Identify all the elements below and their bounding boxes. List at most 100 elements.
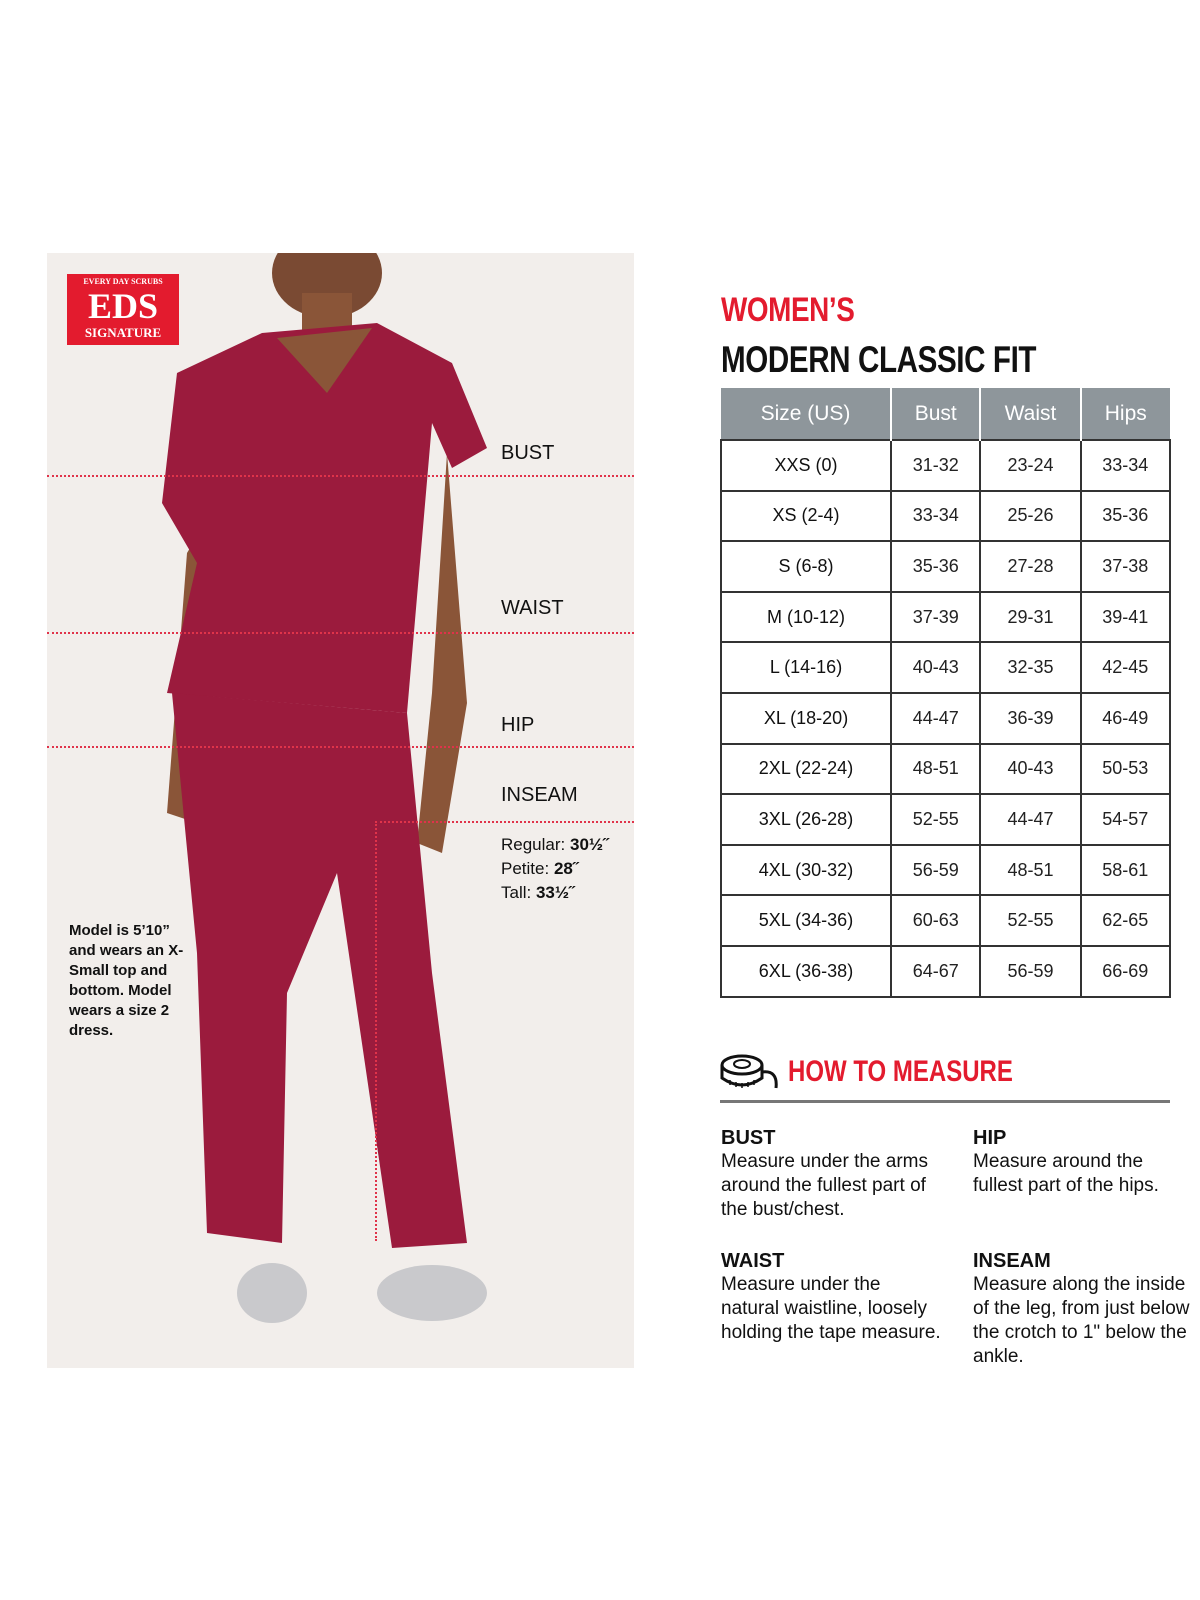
size-cell: L (14-16) [720,641,892,694]
measurement-cell: 27-28 [979,540,1082,593]
inseam-line [375,821,634,823]
measurement-cell: 52-55 [979,894,1082,947]
inseam-petite: Petite: 28˝ [501,857,609,881]
logo-signature: SIGNATURE [84,325,162,340]
measurement-cell: 54-57 [1079,793,1172,846]
size-cell: XXS (0) [720,439,892,492]
inseam-regular-value: 30½˝ [570,835,609,854]
inseam-tall-label: Tall: [501,883,532,902]
logo-wordmark: EDS [87,286,159,326]
inseam-tall-value: 33½˝ [535,883,575,902]
measurement-cell: 48-51 [979,843,1082,897]
measurement-cell: 40-43 [979,742,1082,796]
table-row: 6XL (36-38) 64-67 56-59 66-69 [720,944,1172,998]
measurement-cell: 37-39 [889,590,982,644]
divider [720,1100,1170,1103]
measurement-cell: 56-59 [979,944,1082,998]
inseam-vertical-line [375,821,377,1241]
measurement-cell: 52-55 [889,793,982,846]
measurement-cell: 44-47 [889,691,982,745]
measurement-cell: 37-38 [1079,540,1172,593]
measurement-cell: 48-51 [889,742,982,796]
column-header: Bust [889,388,981,440]
measurement-cell: 40-43 [889,641,982,694]
table-row: S (6-8) 35-36 27-28 37-38 [720,540,1172,593]
column-header: Waist [979,388,1081,440]
table-row: XXS (0) 31-32 23-24 33-34 [720,439,1172,492]
measurement-cell: 66-69 [1079,944,1172,998]
bust-line [47,475,634,477]
eds-signature-logo: EVERY DAY SCRUBS EDS SIGNATURE [67,274,179,345]
measure-waist-text: Measure under the natural waistline, loo… [721,1274,941,1343]
measuring-tape-icon [720,1054,778,1089]
measurement-cell: 64-67 [889,944,982,998]
waist-label: WAIST [501,597,564,619]
size-cell: M (10-12) [720,590,892,644]
table-row: L (14-16) 40-43 32-35 42-45 [720,641,1172,694]
measurement-cell: 33-34 [889,489,982,543]
table-row: XS (2-4) 33-34 25-26 35-36 [720,489,1172,543]
inseam-regular-label: Regular: [501,835,566,854]
inseam-petite-value: 28˝ [553,859,579,878]
column-header: Hips [1079,388,1170,440]
size-cell: 2XL (22-24) [720,742,892,796]
waist-line [47,632,634,634]
size-chart-table: Size (US) Bust Waist Hips XXS (0) 31-32 23-24… [720,388,1172,998]
measurement-cell: 36-39 [979,691,1082,745]
measurement-cell: 35-36 [889,540,982,593]
measurement-cell: 23-24 [979,439,1082,492]
size-cell: 6XL (36-38) [720,944,892,998]
measurement-cell: 62-65 [1079,894,1172,947]
header-row: Size (US) Bust Waist Hips [721,388,1170,440]
measure-hip-text: Measure around the fullest part of the h… [973,1151,1159,1196]
size-cell: 4XL (30-32) [720,843,892,897]
hip-label: HIP [501,714,535,736]
how-to-measure-title: HOW TO MEASURE [788,1055,1013,1088]
bust-label: BUST [501,442,555,464]
measurement-cell: 56-59 [889,843,982,897]
inseam-tall: Tall: 33½˝ [501,881,609,905]
measurement-cell: 44-47 [979,793,1082,846]
hip-line [47,746,634,748]
inseam-petite-label: Petite: [501,859,550,878]
table-row: 3XL (26-28) 52-55 44-47 54-57 [720,793,1172,846]
size-cell: S (6-8) [720,540,892,593]
table-row: M (10-12) 37-39 29-31 39-41 [720,590,1172,644]
measurement-cell: 46-49 [1079,691,1172,745]
measurement-cell: 32-35 [979,641,1082,694]
measurement-cell: 42-45 [1079,641,1172,694]
measurement-cell: 33-34 [1079,439,1172,492]
measurement-cell: 50-53 [1079,742,1172,796]
inseam-label: INSEAM [501,784,578,806]
measurement-cell: 35-36 [1079,489,1172,543]
measure-inseam: INSEAM Measure along the inside of the le… [973,1249,1198,1369]
measurement-cell: 29-31 [979,590,1082,644]
logo-tagline: EVERY DAY SCRUBS [83,277,163,286]
model-note: Model is 5’10” and wears an X-Small top … [69,922,184,1039]
measure-inseam-text: Measure along the inside of the leg, fro… [973,1274,1190,1367]
measurement-cell: 39-41 [1079,590,1172,644]
measure-bust-title: BUST [721,1127,776,1149]
column-header: Size (US) [721,388,891,440]
measure-hip-title: HIP [973,1127,1007,1149]
title-womens: WOMEN’S [721,291,855,329]
model-figure [162,253,487,1323]
measurement-cell: 31-32 [889,439,982,492]
table-row: XL (18-20) 44-47 36-39 46-49 [720,691,1172,745]
size-cell: XL (18-20) [720,691,892,745]
table-row: 5XL (34-36) 60-63 52-55 62-65 [720,894,1172,947]
measure-inseam-title: INSEAM [973,1250,1051,1272]
model-photo: EVERY DAY SCRUBS EDS SIGNATURE BUST WAIS… [47,253,634,1368]
measure-bust-text: Measure under the arms around the fulles… [721,1151,928,1220]
inseam-lengths: Regular: 30½˝ Petite: 28˝ Tall: 33½˝ [501,833,609,905]
measurement-cell: 25-26 [979,489,1082,543]
measurement-cell: 60-63 [889,894,982,947]
size-cell: 5XL (34-36) [720,894,892,947]
measure-hip: HIP Measure around the fullest part of th… [973,1126,1163,1198]
measurement-cell: 58-61 [1079,843,1172,897]
table-row: 4XL (30-32) 56-59 48-51 58-61 [720,843,1172,897]
size-cell: XS (2-4) [720,489,892,543]
inseam-regular: Regular: 30½˝ [501,833,609,857]
measure-waist: WAIST Measure under the natural waistline… [721,1249,941,1345]
size-cell: 3XL (26-28) [720,793,892,846]
